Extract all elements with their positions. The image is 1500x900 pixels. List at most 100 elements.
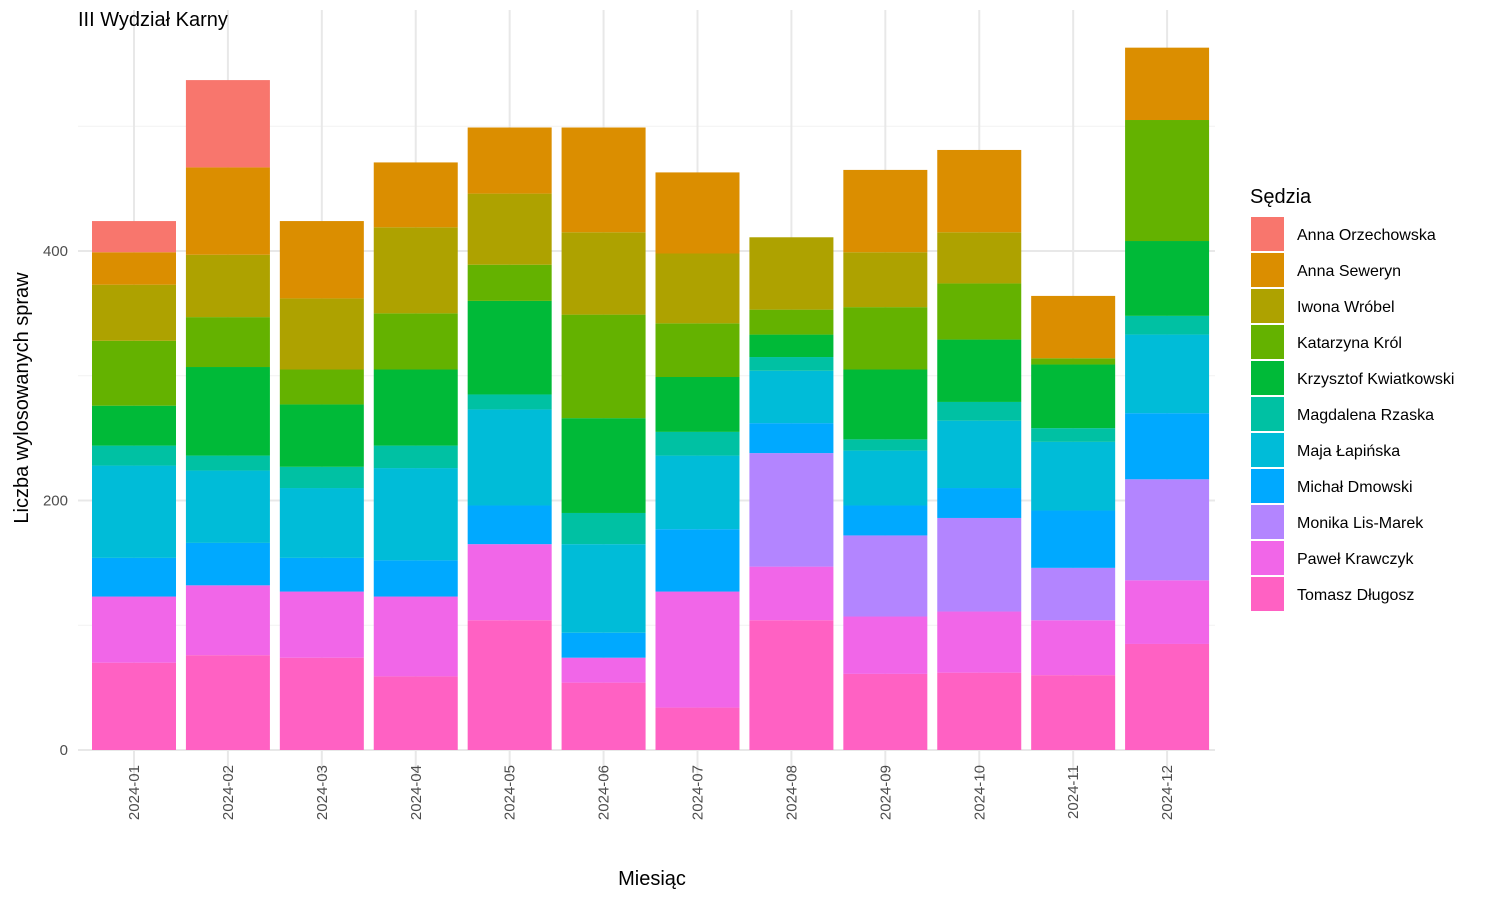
bar-segment bbox=[561, 512, 646, 545]
bar-segment bbox=[749, 370, 834, 424]
bar-segment bbox=[92, 340, 176, 406]
bar-segment bbox=[373, 676, 458, 750]
bar-segment bbox=[92, 465, 176, 558]
bar-segment bbox=[1125, 479, 1210, 581]
legend-title: Sędzia bbox=[1250, 186, 1312, 208]
y-axis-ticks: 0 200 400 bbox=[43, 243, 68, 759]
bar-segment bbox=[185, 455, 270, 471]
legend-swatch bbox=[1251, 541, 1284, 575]
legend-swatch bbox=[1251, 217, 1284, 251]
bar-segment bbox=[937, 611, 1022, 673]
y-tick-label: 400 bbox=[43, 243, 68, 260]
x-tick-label: 2024-06 bbox=[596, 765, 613, 820]
bar-segment bbox=[1125, 315, 1210, 335]
bar-segment bbox=[843, 439, 928, 451]
x-tick-label: 2024-12 bbox=[1159, 765, 1176, 820]
bar-segment bbox=[749, 309, 834, 335]
x-tick-label: 2024-04 bbox=[408, 765, 425, 820]
bar-segment bbox=[937, 488, 1022, 518]
bar-segment bbox=[467, 409, 552, 506]
bar-segment bbox=[843, 252, 928, 308]
bar-segment bbox=[1125, 334, 1210, 414]
bar-segment bbox=[373, 227, 458, 314]
bar-segment bbox=[655, 253, 740, 324]
bar-segment bbox=[279, 221, 364, 299]
bar-segment bbox=[373, 369, 458, 446]
y-tick-label: 200 bbox=[43, 493, 68, 510]
bar-segment bbox=[467, 264, 552, 301]
chart-title: III Wydział Karny bbox=[78, 9, 228, 31]
x-tick-label: 2024-03 bbox=[314, 765, 331, 820]
legend-label: Michał Dmowski bbox=[1297, 479, 1413, 496]
bar-segment bbox=[1125, 413, 1210, 480]
x-tick-label: 2024-05 bbox=[502, 765, 519, 820]
bar-segment bbox=[467, 127, 552, 194]
bar-segment bbox=[1031, 428, 1116, 442]
bar-segment bbox=[467, 394, 552, 410]
bar-segment bbox=[467, 300, 552, 395]
bar-segment bbox=[843, 535, 928, 617]
bar-segment bbox=[655, 323, 740, 377]
legend-label: Krzysztof Kwiatkowski bbox=[1297, 371, 1454, 388]
bar-segment bbox=[937, 672, 1022, 750]
bar-segment bbox=[655, 172, 740, 254]
legend: Sędzia Anna Orzechowska Anna Seweryn Iwona… bbox=[1250, 186, 1454, 611]
bar-segment bbox=[1125, 47, 1210, 121]
bar-segment bbox=[937, 517, 1022, 612]
bar-segment bbox=[561, 127, 646, 233]
bar-segment bbox=[561, 632, 646, 658]
bar-segment bbox=[467, 620, 552, 750]
x-tick-label: 2024-01 bbox=[126, 765, 143, 820]
bar-segment bbox=[279, 657, 364, 750]
legend-label: Iwona Wróbel bbox=[1297, 299, 1395, 316]
bar-segment bbox=[655, 591, 740, 708]
bar-segment bbox=[937, 401, 1022, 421]
bar-segment bbox=[843, 450, 928, 506]
bar-segment bbox=[749, 566, 834, 621]
legend-label: Magdalena Rzaska bbox=[1297, 407, 1434, 424]
bar-segment bbox=[655, 376, 740, 432]
bar-segment bbox=[279, 557, 364, 592]
bar-segment bbox=[1031, 441, 1116, 511]
bar-segment bbox=[561, 682, 646, 750]
bar-segment bbox=[373, 445, 458, 469]
bar-segment bbox=[1031, 295, 1116, 359]
bar-segment bbox=[843, 673, 928, 750]
legend-label: Katarzyna Król bbox=[1297, 335, 1402, 352]
bar-segment bbox=[1125, 120, 1210, 242]
bar-segment bbox=[1031, 620, 1116, 676]
bar-segment bbox=[1125, 580, 1210, 644]
legend-swatch bbox=[1251, 469, 1284, 503]
bar-segment bbox=[185, 167, 270, 255]
bar-segment bbox=[1125, 643, 1210, 750]
legend-label: Anna Seweryn bbox=[1297, 263, 1401, 280]
bar-segment bbox=[1031, 675, 1116, 750]
bar-segment bbox=[749, 453, 834, 567]
bar-segment bbox=[467, 544, 552, 621]
bar-segment bbox=[655, 455, 740, 530]
bar-segment bbox=[279, 466, 364, 489]
bar-segment bbox=[279, 591, 364, 658]
bar-segment bbox=[749, 334, 834, 358]
legend-swatch bbox=[1251, 397, 1284, 431]
bar-segment bbox=[561, 418, 646, 513]
bar-segment bbox=[937, 339, 1022, 402]
bar-segment bbox=[185, 655, 270, 750]
bar-segment bbox=[373, 313, 458, 370]
bar-segment bbox=[1031, 364, 1116, 429]
bar-segment bbox=[92, 557, 176, 597]
x-axis-title: Miesiąc bbox=[618, 868, 686, 890]
legend-swatch bbox=[1251, 577, 1284, 611]
bar-segment bbox=[1031, 510, 1116, 568]
bar-segment bbox=[92, 596, 176, 663]
bar-segment bbox=[937, 283, 1022, 340]
legend-swatch bbox=[1251, 325, 1284, 359]
bar-segment bbox=[92, 662, 176, 750]
bar-segment bbox=[279, 488, 364, 558]
bar-segment bbox=[92, 405, 176, 446]
bar-segment bbox=[92, 252, 176, 285]
y-axis-title: Liczba wylosowanych spraw bbox=[11, 272, 33, 524]
bar-segment bbox=[937, 149, 1022, 233]
bar-segment bbox=[655, 431, 740, 456]
